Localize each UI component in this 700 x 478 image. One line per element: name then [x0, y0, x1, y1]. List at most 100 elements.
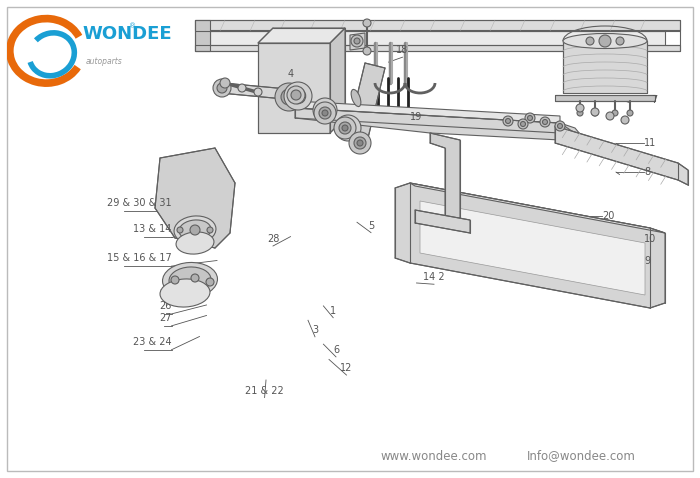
Circle shape: [238, 84, 246, 92]
Polygon shape: [348, 63, 385, 138]
Text: 4: 4: [288, 69, 293, 79]
Circle shape: [171, 276, 179, 284]
Text: 18: 18: [396, 45, 409, 55]
Text: 9: 9: [644, 256, 650, 265]
Text: 21 & 22: 21 & 22: [245, 386, 284, 395]
Circle shape: [313, 98, 337, 122]
Polygon shape: [330, 28, 345, 133]
Circle shape: [190, 225, 200, 235]
Bar: [563, 41, 647, 93]
Circle shape: [206, 278, 214, 286]
Circle shape: [349, 132, 371, 154]
Circle shape: [592, 110, 598, 116]
Circle shape: [606, 112, 614, 120]
Text: 10: 10: [644, 234, 657, 244]
Text: 28: 28: [267, 234, 279, 244]
Circle shape: [591, 108, 599, 116]
Text: WONDEE: WONDEE: [83, 25, 172, 43]
Ellipse shape: [160, 279, 210, 307]
Circle shape: [322, 110, 328, 116]
Circle shape: [612, 110, 618, 116]
Text: 5: 5: [368, 221, 374, 230]
Circle shape: [220, 78, 230, 88]
Circle shape: [363, 19, 371, 27]
Polygon shape: [420, 201, 645, 295]
Text: 13 & 14: 13 & 14: [133, 225, 172, 234]
Circle shape: [577, 110, 583, 116]
Polygon shape: [295, 108, 585, 148]
Polygon shape: [555, 95, 655, 101]
Circle shape: [363, 47, 371, 55]
Circle shape: [344, 125, 351, 131]
Circle shape: [576, 104, 584, 112]
Text: 3: 3: [312, 325, 318, 335]
Text: www.wondee.com: www.wondee.com: [381, 449, 487, 463]
Circle shape: [505, 119, 510, 123]
Polygon shape: [155, 148, 235, 248]
Circle shape: [339, 122, 351, 134]
Text: 23 & 24: 23 & 24: [133, 337, 172, 347]
Circle shape: [540, 117, 550, 127]
Text: 27: 27: [159, 313, 172, 323]
Text: 6: 6: [333, 345, 339, 355]
Circle shape: [295, 93, 302, 99]
Circle shape: [557, 123, 563, 129]
Circle shape: [207, 227, 213, 233]
Text: 11: 11: [644, 139, 657, 148]
Circle shape: [354, 137, 366, 149]
Polygon shape: [415, 210, 470, 233]
Polygon shape: [395, 183, 665, 308]
Circle shape: [254, 88, 262, 96]
Ellipse shape: [162, 262, 218, 297]
Polygon shape: [410, 183, 665, 233]
Circle shape: [341, 121, 355, 135]
Ellipse shape: [179, 220, 211, 240]
Circle shape: [518, 119, 528, 129]
Circle shape: [290, 88, 306, 104]
Polygon shape: [195, 45, 680, 51]
Text: 19: 19: [410, 112, 423, 122]
Text: 7: 7: [651, 96, 657, 105]
Circle shape: [627, 110, 633, 116]
Circle shape: [291, 90, 301, 100]
Circle shape: [284, 82, 312, 110]
Circle shape: [528, 116, 533, 120]
Polygon shape: [555, 126, 688, 185]
Text: ®: ®: [129, 24, 136, 30]
Circle shape: [555, 121, 565, 131]
Circle shape: [616, 37, 624, 45]
Circle shape: [177, 227, 183, 233]
Circle shape: [191, 274, 199, 282]
Polygon shape: [258, 28, 345, 43]
Circle shape: [525, 113, 535, 123]
Circle shape: [599, 35, 611, 47]
Circle shape: [354, 38, 360, 44]
Circle shape: [342, 125, 348, 131]
Text: autoparts: autoparts: [85, 57, 122, 65]
Text: 15 & 16 & 17: 15 & 16 & 17: [106, 253, 172, 263]
Ellipse shape: [174, 216, 216, 244]
Polygon shape: [430, 133, 460, 223]
Polygon shape: [258, 43, 330, 133]
Circle shape: [318, 103, 332, 117]
Circle shape: [322, 107, 328, 113]
Polygon shape: [295, 101, 560, 123]
Text: 20: 20: [602, 211, 615, 221]
Circle shape: [275, 83, 303, 111]
Text: 8: 8: [644, 167, 650, 177]
Circle shape: [357, 140, 363, 146]
Text: 25: 25: [159, 289, 172, 299]
Circle shape: [287, 86, 305, 104]
Text: 26: 26: [159, 301, 172, 311]
Polygon shape: [195, 20, 210, 51]
Text: Info@wondee.com: Info@wondee.com: [526, 449, 636, 463]
Circle shape: [334, 117, 356, 139]
Polygon shape: [210, 31, 665, 46]
Circle shape: [586, 37, 594, 45]
Circle shape: [335, 115, 361, 141]
Circle shape: [281, 89, 297, 105]
Text: 1: 1: [330, 306, 336, 315]
Text: 29 & 30 & 31: 29 & 30 & 31: [107, 198, 172, 208]
Circle shape: [542, 120, 547, 124]
Circle shape: [503, 116, 513, 126]
